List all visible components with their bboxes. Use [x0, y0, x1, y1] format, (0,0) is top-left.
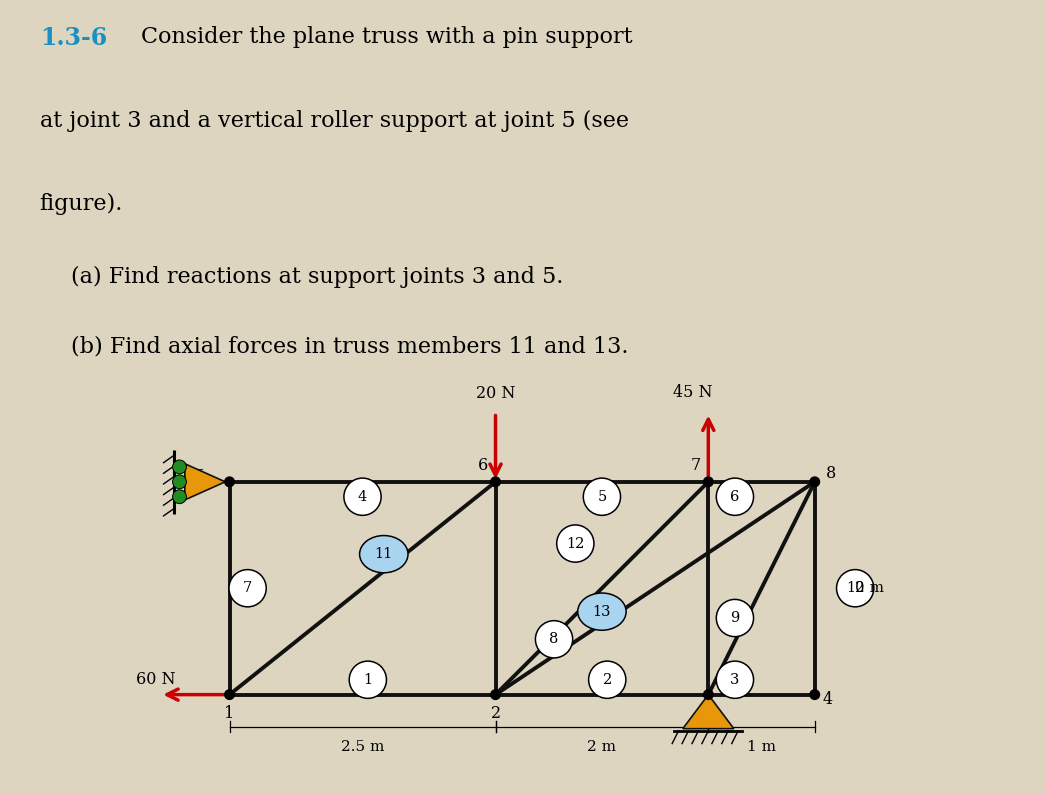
Circle shape: [225, 477, 234, 487]
Text: 4: 4: [822, 691, 833, 708]
Text: 5: 5: [598, 490, 606, 504]
Text: 20 N: 20 N: [475, 385, 515, 402]
Text: 3: 3: [730, 672, 740, 687]
Polygon shape: [682, 695, 734, 729]
Circle shape: [349, 661, 387, 699]
Text: at joint 3 and a vertical roller support at joint 5 (see: at joint 3 and a vertical roller support…: [40, 109, 629, 132]
Text: 2 m: 2 m: [587, 741, 617, 754]
Text: (b) Find axial forces in truss members 11 and 13.: (b) Find axial forces in truss members 1…: [71, 335, 628, 358]
Text: Consider the plane truss with a pin support: Consider the plane truss with a pin supp…: [141, 25, 632, 48]
Text: 1.3-6: 1.3-6: [40, 25, 107, 49]
Text: 6: 6: [478, 458, 488, 474]
Circle shape: [229, 569, 266, 607]
Circle shape: [557, 525, 594, 562]
Circle shape: [810, 477, 819, 487]
Circle shape: [225, 690, 234, 699]
Text: figure).: figure).: [40, 193, 123, 216]
Circle shape: [588, 661, 626, 699]
Circle shape: [172, 460, 186, 474]
Text: 8: 8: [826, 465, 836, 482]
Text: 7: 7: [243, 581, 252, 596]
Text: 6: 6: [730, 490, 740, 504]
Circle shape: [703, 690, 713, 699]
Text: 2 m: 2 m: [855, 581, 884, 596]
Circle shape: [716, 600, 753, 637]
Text: (a) Find reactions at support joints 3 and 5.: (a) Find reactions at support joints 3 a…: [71, 266, 563, 289]
Circle shape: [716, 478, 753, 515]
Text: 12: 12: [566, 537, 584, 550]
Text: 9: 9: [730, 611, 740, 625]
Circle shape: [716, 661, 753, 699]
Text: 5: 5: [194, 468, 205, 485]
Circle shape: [837, 569, 874, 607]
Text: 2: 2: [490, 705, 501, 722]
Text: 11: 11: [375, 547, 393, 561]
Text: 60 N: 60 N: [136, 671, 176, 688]
Text: 10: 10: [845, 581, 864, 596]
Text: 4: 4: [357, 490, 367, 504]
Text: 2: 2: [603, 672, 612, 687]
Polygon shape: [185, 464, 226, 500]
Ellipse shape: [578, 593, 626, 630]
Text: 2.5 m: 2.5 m: [341, 741, 385, 754]
Circle shape: [172, 490, 186, 504]
Circle shape: [703, 477, 713, 487]
Circle shape: [491, 477, 501, 487]
Circle shape: [491, 690, 501, 699]
Text: 1: 1: [364, 672, 372, 687]
Text: 7: 7: [691, 458, 701, 474]
Text: 8: 8: [550, 632, 559, 646]
Ellipse shape: [359, 535, 408, 573]
Circle shape: [810, 690, 819, 699]
Text: 1: 1: [225, 705, 235, 722]
Circle shape: [583, 478, 621, 515]
Text: 45 N: 45 N: [673, 384, 712, 401]
Text: 13: 13: [593, 604, 611, 619]
Circle shape: [344, 478, 381, 515]
Text: 3: 3: [703, 705, 714, 722]
Text: 1 m: 1 m: [747, 741, 776, 754]
Circle shape: [535, 621, 573, 658]
Circle shape: [172, 475, 186, 488]
